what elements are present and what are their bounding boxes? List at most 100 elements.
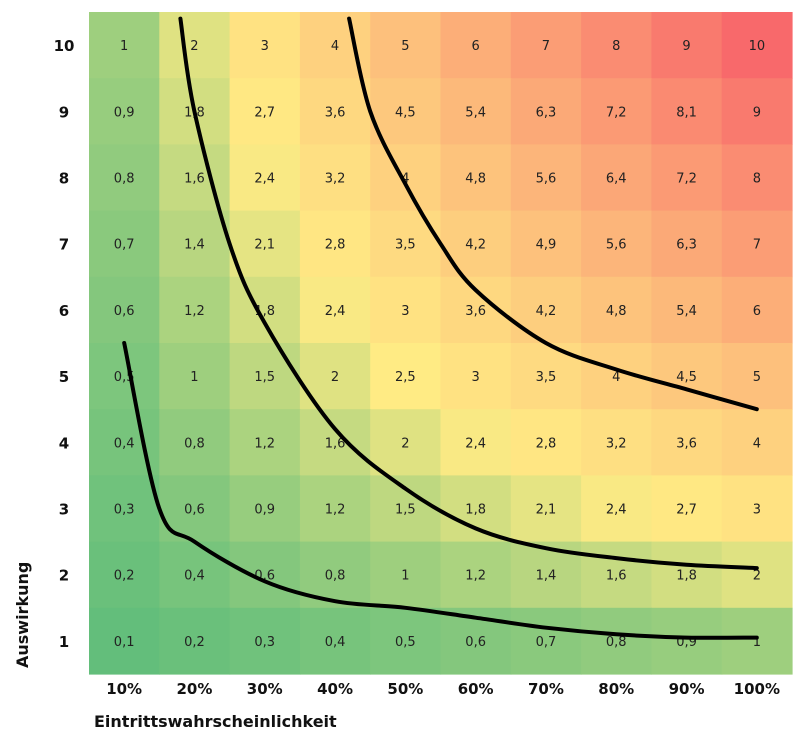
y-tick-label: 9 (59, 103, 69, 121)
cell-value-label: 1,2 (325, 503, 346, 518)
heatmap-cell (229, 541, 301, 609)
heatmap-cell (721, 210, 793, 278)
heatmap-cell (651, 541, 723, 609)
y-tick-label: 7 (59, 236, 69, 254)
x-tick-label: 30% (247, 680, 283, 698)
cell-value-label: 3 (472, 370, 480, 385)
cell-value-label: 5,4 (465, 105, 486, 120)
heatmap-cell (229, 343, 301, 410)
heatmap-cell (510, 607, 582, 675)
cell-value-label: 0,1 (114, 635, 135, 650)
cell-value-label: 2,7 (676, 503, 697, 518)
cell-value-label: 2,1 (254, 238, 275, 253)
heatmap-cell (721, 475, 793, 543)
heatmap-cell (651, 276, 723, 344)
heatmap-cell (651, 343, 723, 410)
cell-value-label: 1,6 (325, 436, 346, 451)
cell-value-label: 9 (753, 105, 761, 120)
y-axis-title: Auswirkung (13, 562, 32, 668)
cell-value-label: 2,8 (536, 436, 557, 451)
heatmap-cell (299, 210, 371, 278)
cell-value-label: 3,2 (606, 436, 627, 451)
heatmap-cell (721, 78, 793, 145)
cell-value-label: 1,4 (536, 569, 557, 584)
cell-value-label: 2,4 (325, 304, 346, 319)
cell-value-label: 4,2 (536, 304, 557, 319)
cell-value-label: 0,7 (536, 635, 557, 650)
heatmap-cell (440, 541, 512, 609)
heatmap-cell (370, 78, 442, 145)
y-tick-label: 5 (59, 368, 69, 386)
cell-value-label: 0,8 (114, 172, 135, 187)
heatmap-cell (159, 276, 231, 344)
heatmap-cell (370, 409, 442, 476)
heatmap-cell (510, 78, 582, 145)
cell-value-label: 0,6 (465, 635, 486, 650)
cell-value-label: 6,3 (536, 105, 557, 120)
heatmap-cell (229, 78, 301, 145)
heatmap-cell (159, 343, 231, 410)
heatmap-cell (651, 78, 723, 145)
heatmap-cells (89, 12, 793, 675)
heatmap-cell (721, 343, 793, 410)
x-tick-label: 100% (734, 680, 780, 698)
heatmap-cell (299, 144, 371, 212)
heatmap-cell (581, 607, 652, 675)
cell-value-label: 2,4 (606, 503, 627, 518)
cell-value-label: 7 (753, 238, 761, 253)
heatmap-cell (229, 12, 301, 79)
heatmap-cell (581, 475, 652, 543)
cell-value-label: 1,5 (395, 503, 416, 518)
heatmap-cell (651, 210, 723, 278)
cell-value-label: 2,8 (325, 238, 346, 253)
cell-value-label: 5 (753, 370, 761, 385)
cell-value-label: 5,4 (676, 304, 697, 319)
heatmap-cell (89, 12, 160, 79)
cell-value-label: 0,4 (184, 569, 205, 584)
cell-value-label: 7,2 (676, 172, 697, 187)
heatmap-cell (510, 12, 582, 79)
heatmap-cell (651, 607, 723, 675)
cell-value-label: 4,8 (606, 304, 627, 319)
x-tick-label: 20% (176, 680, 212, 698)
cell-value-label: 4,9 (536, 238, 557, 253)
heatmap-cell (721, 276, 793, 344)
cell-value-label: 5 (401, 39, 409, 54)
heatmap-cell (370, 144, 442, 212)
heatmap-cell (370, 607, 442, 675)
cell-value-label: 1 (401, 569, 409, 584)
heatmap-cell (89, 607, 160, 675)
iso-risk-curve-mid-boundary (178, 16, 759, 571)
heatmap-cell (721, 607, 793, 675)
cell-value-label: 4,2 (465, 238, 486, 253)
iso-risk-curve-high-boundary (347, 16, 759, 412)
cell-value-label: 2 (753, 569, 761, 584)
cell-value-label: 8 (612, 39, 620, 54)
cell-value-label: 1 (190, 370, 198, 385)
cell-value-label: 2,4 (254, 172, 275, 187)
heatmap-cell (159, 409, 231, 476)
heatmap-cell (229, 409, 301, 476)
cell-value-label: 7,2 (606, 105, 627, 120)
cell-value-label: 0,5 (395, 635, 416, 650)
cell-value-label: 1,4 (184, 238, 205, 253)
heatmap-cell (581, 409, 652, 476)
heatmap-cell (370, 12, 442, 79)
heatmap-cell (510, 475, 582, 543)
heatmap-cell (299, 607, 371, 675)
heatmap-cell (299, 475, 371, 543)
heatmap-cell (510, 409, 582, 476)
cell-value-label: 1,6 (184, 172, 205, 187)
cell-value-label: 5,6 (606, 238, 627, 253)
cell-value-label: 4 (401, 172, 409, 187)
heatmap-cell (581, 78, 652, 145)
heatmap-cell (89, 210, 160, 278)
x-axis-ticks: 10% 20% 30% 40% 50% 60% 70% 80% 90% 100% (106, 680, 780, 698)
cell-value-label: 4 (753, 436, 761, 451)
x-tick-label: 90% (669, 680, 705, 698)
heatmap-cell (440, 475, 512, 543)
y-tick-label: 3 (59, 501, 69, 519)
cell-value-label: 0,6 (114, 304, 135, 319)
x-tick-label: 60% (458, 680, 494, 698)
heatmap-cell (89, 475, 160, 543)
